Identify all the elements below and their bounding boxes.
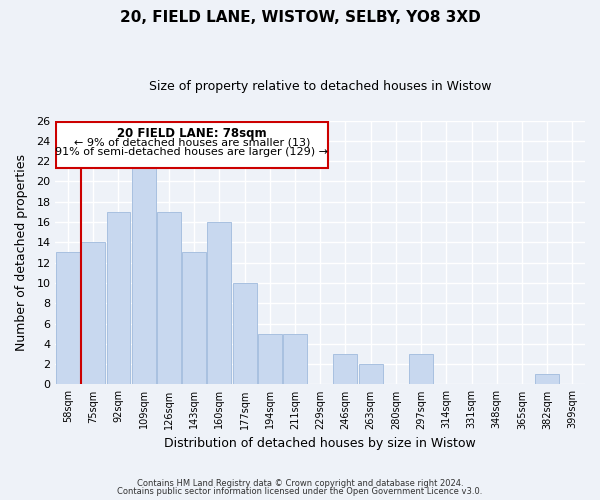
Bar	[283, 334, 307, 384]
Text: 20, FIELD LANE, WISTOW, SELBY, YO8 3XD: 20, FIELD LANE, WISTOW, SELBY, YO8 3XD	[119, 10, 481, 25]
Bar	[258, 334, 282, 384]
Bar	[535, 374, 559, 384]
Bar	[182, 252, 206, 384]
Bar	[409, 354, 433, 384]
Title: Size of property relative to detached houses in Wistow: Size of property relative to detached ho…	[149, 80, 491, 93]
Bar	[132, 161, 155, 384]
Bar	[157, 212, 181, 384]
Text: ← 9% of detached houses are smaller (13): ← 9% of detached houses are smaller (13)	[74, 138, 310, 148]
Text: Contains public sector information licensed under the Open Government Licence v3: Contains public sector information licen…	[118, 487, 482, 496]
Bar	[56, 252, 80, 384]
Bar	[334, 354, 358, 384]
Bar	[107, 212, 130, 384]
Bar	[208, 222, 232, 384]
Text: 91% of semi-detached houses are larger (129) →: 91% of semi-detached houses are larger (…	[55, 148, 328, 158]
FancyBboxPatch shape	[56, 122, 328, 168]
Text: Contains HM Land Registry data © Crown copyright and database right 2024.: Contains HM Land Registry data © Crown c…	[137, 478, 463, 488]
Bar	[359, 364, 383, 384]
Y-axis label: Number of detached properties: Number of detached properties	[15, 154, 28, 351]
Bar	[81, 242, 105, 384]
Text: 20 FIELD LANE: 78sqm: 20 FIELD LANE: 78sqm	[117, 127, 266, 140]
Bar	[233, 283, 257, 384]
X-axis label: Distribution of detached houses by size in Wistow: Distribution of detached houses by size …	[164, 437, 476, 450]
